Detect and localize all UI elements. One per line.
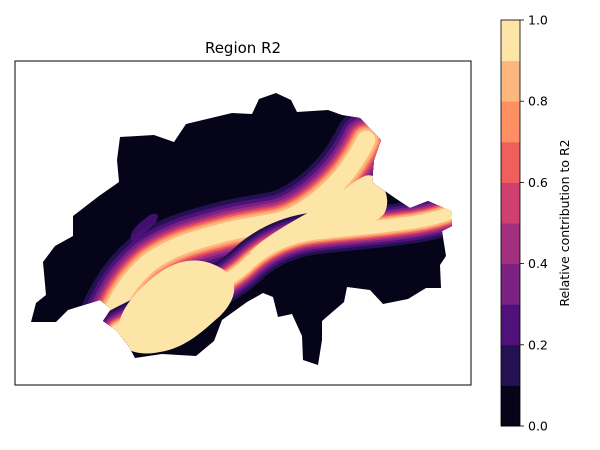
- contour-band-9: [98, 130, 376, 332]
- colorbar-tick-label: 0.0: [528, 419, 548, 434]
- colorbar-level-8: [501, 60, 520, 102]
- contour-map: [31, 93, 452, 365]
- colorbar-level-6: [501, 141, 520, 183]
- contour-band-group: [77, 109, 452, 354]
- colorbar-level-3: [501, 263, 520, 305]
- high-contribution-area: [117, 260, 235, 354]
- map-title: Region R2: [205, 39, 281, 57]
- colorbar-tick-label: 0.4: [528, 256, 548, 271]
- colorbar-level-5: [501, 182, 520, 224]
- colorbar-level-4: [501, 223, 520, 265]
- contour-bands: [77, 109, 452, 354]
- colorbar-tick-label: 0.8: [528, 94, 548, 109]
- colorbar-level-2: [501, 304, 520, 346]
- map-axes-frame: [14, 60, 472, 386]
- high-contribution-area: [250, 175, 388, 254]
- colorbar-frame: [500, 19, 521, 427]
- colorbar-bands: [501, 20, 520, 427]
- colorbar-ticks: 0.0 0.2 0.4 0.6 0.8 1.0: [520, 13, 548, 434]
- colorbar-tick-label: 0.6: [528, 175, 548, 190]
- colorbar-label: Relative contribution to R2: [557, 139, 572, 306]
- colorbar-tick-label: 1.0: [528, 13, 548, 28]
- colorbar-level-0: [501, 385, 520, 427]
- colorbar-level-7: [501, 101, 520, 143]
- colorbar-level-9: [501, 20, 520, 62]
- colorbar-level-1: [501, 344, 520, 386]
- isolated-feature: [130, 213, 158, 242]
- colorbar-tick-label: 0.2: [528, 337, 548, 352]
- colorbar: 0.0 0.2 0.4 0.6 0.8 1.0 Relative contribution…: [500, 13, 572, 434]
